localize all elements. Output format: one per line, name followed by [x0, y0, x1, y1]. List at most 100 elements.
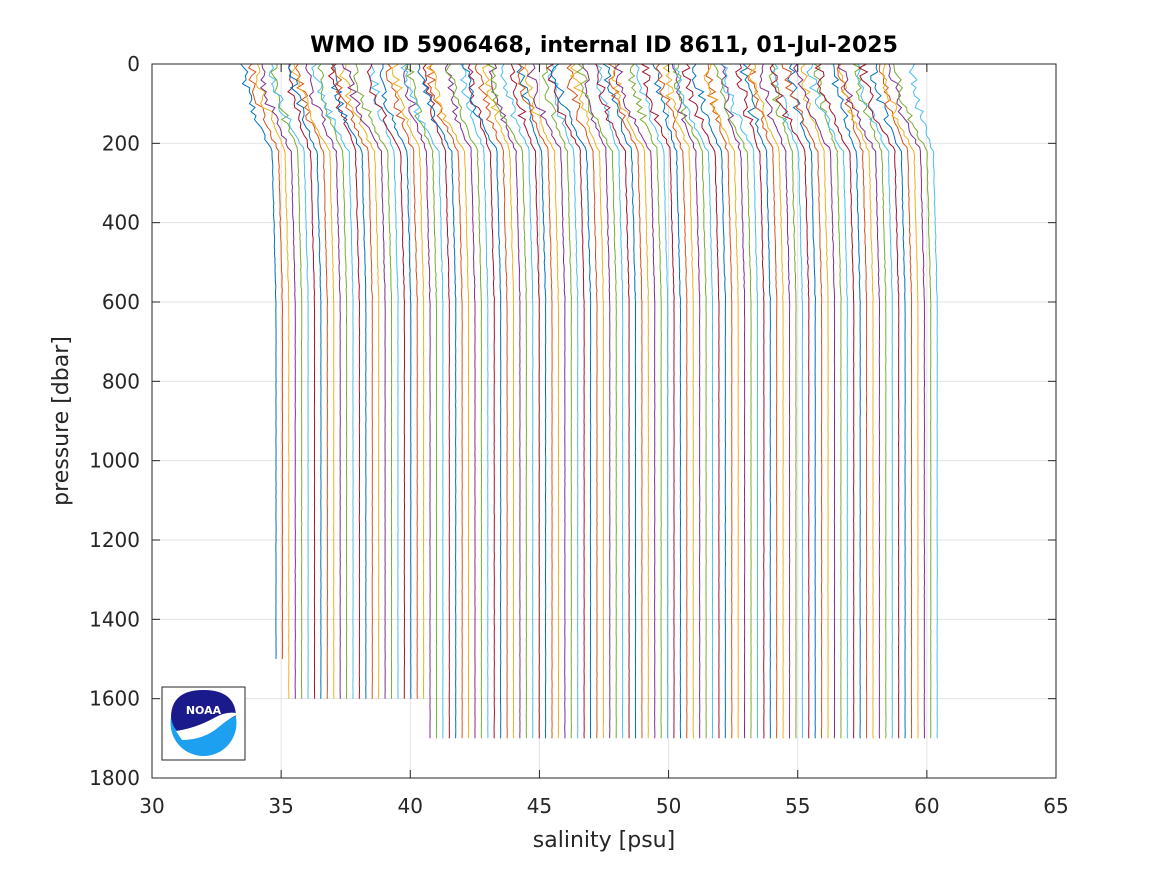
profile-line: [806, 63, 848, 739]
profile-line: [291, 63, 335, 699]
profile-line: [681, 63, 720, 739]
profile-line: [838, 63, 874, 739]
profile-line: [655, 63, 688, 739]
profile-line: [288, 63, 322, 699]
x-tick-label: 60: [914, 794, 939, 818]
profile-line: [882, 63, 919, 739]
x-tick-label: 55: [785, 794, 810, 818]
profile-line: [739, 63, 772, 739]
profile-line: [268, 63, 309, 699]
y-tick-label: 600: [102, 290, 140, 314]
profile-line: [712, 63, 752, 739]
profile-line: [332, 63, 373, 699]
y-tick-label: 1000: [89, 449, 140, 473]
profile-line: [857, 63, 900, 739]
profile-line: [878, 63, 913, 739]
profile-line: [720, 63, 746, 739]
profile-line: [836, 63, 868, 739]
profile-line: [259, 63, 296, 699]
profile-line: [270, 63, 303, 699]
profile-line: [305, 63, 341, 699]
y-tick-label: 1200: [89, 528, 140, 552]
profile-line: [317, 63, 348, 699]
y-tick-label: 1600: [89, 687, 140, 711]
profile-line: [800, 63, 829, 739]
profile-line: [831, 63, 861, 739]
profile-line: [652, 63, 682, 739]
profile-line: [422, 63, 450, 739]
profile-line: [385, 63, 418, 699]
profile-line: [551, 63, 592, 739]
profile-line: [640, 63, 675, 739]
y-tick-label: 400: [102, 211, 140, 235]
y-tick-label: 1800: [89, 766, 140, 790]
profile-line: [338, 63, 380, 699]
profile-line: [566, 63, 598, 739]
profile-line: [595, 63, 630, 739]
profile-line: [400, 63, 444, 739]
x-tick-label: 35: [268, 794, 293, 818]
profile-line: [444, 63, 476, 739]
y-tick-label: 1400: [89, 607, 140, 631]
profile-line: [341, 63, 386, 699]
profile-line: [746, 63, 778, 739]
profile-line: [852, 63, 887, 739]
profile-line: [576, 63, 617, 739]
profile-line: [671, 63, 701, 739]
y-axis-label: pressure [dbar]: [49, 336, 74, 506]
profile-line: [474, 63, 508, 739]
profile-line: [547, 63, 579, 739]
profile-line: [353, 63, 393, 699]
profile-line: [462, 63, 502, 739]
profile-line: [488, 63, 521, 739]
profile-line: [613, 63, 656, 739]
profile-line: [294, 63, 329, 699]
profile-line: [467, 63, 495, 739]
profile-line: [768, 63, 797, 739]
profile-line: [893, 63, 932, 739]
profile-line: [369, 63, 399, 699]
profile-line: [445, 63, 483, 739]
y-tick-label: 200: [102, 131, 140, 155]
profile-line: [793, 63, 836, 739]
profile-line: [908, 63, 938, 739]
profile-line: [247, 63, 284, 659]
profile-line: [838, 64, 881, 739]
profile-line: [771, 63, 804, 739]
profile-line: [662, 63, 694, 739]
x-tick-label: 30: [139, 794, 164, 818]
profile-line: [705, 63, 733, 739]
profile-line: [541, 63, 573, 739]
axes-box: [151, 63, 1057, 779]
profile-line: [391, 63, 425, 699]
profile-line: [673, 63, 714, 739]
profile-line: [814, 63, 855, 739]
profile-line: [481, 63, 515, 739]
y-tick-label: 0: [127, 52, 140, 76]
profile-line: [330, 63, 367, 699]
profile-line: [781, 63, 823, 739]
noaa-logo: NOAA: [161, 686, 246, 761]
profile-line: [509, 63, 540, 739]
x-tick-label: 50: [656, 794, 681, 818]
profile-line: [426, 63, 470, 739]
profile-line: [759, 63, 791, 739]
profile-line: [627, 63, 662, 739]
noaa-logo-text: NOAA: [186, 704, 222, 717]
profile-line: [311, 63, 354, 699]
profile-line: [426, 63, 463, 739]
profile-line: [366, 63, 406, 699]
profile-line: [769, 63, 810, 739]
profile-line: [703, 63, 739, 739]
profile-line: [546, 63, 585, 739]
profile-line: [524, 63, 560, 739]
profile-line: [417, 63, 457, 739]
profile-line: [735, 63, 765, 739]
profile-line: [719, 63, 759, 739]
profile-line: [379, 64, 412, 699]
x-tick-label: 65: [1043, 794, 1068, 818]
profile-line: [526, 63, 566, 739]
profile-line: [486, 63, 528, 739]
ticks: 30 35 40 45 50 55 60 65 0 200 400 600 800 1000 1200 140…: [89, 52, 1069, 818]
